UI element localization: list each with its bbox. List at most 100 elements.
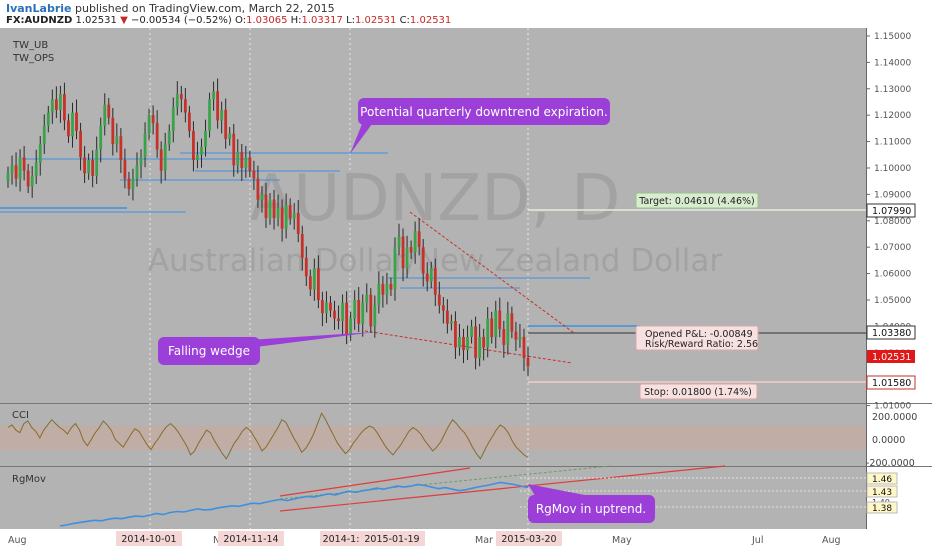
candle-up[interactable] xyxy=(204,131,207,147)
candle-down[interactable] xyxy=(252,170,256,179)
candle-down[interactable] xyxy=(345,302,349,335)
pnl-label[interactable]: Opened P&L: -0.00849 Risk/Reward Ratio: … xyxy=(635,325,759,351)
candle-up[interactable] xyxy=(284,204,288,229)
candle-down[interactable] xyxy=(369,294,373,327)
candle-down[interactable] xyxy=(445,310,449,324)
candle-up[interactable] xyxy=(18,157,22,179)
candle-down[interactable] xyxy=(300,233,304,258)
candle-up[interactable] xyxy=(42,125,46,145)
study-label-cci[interactable]: CCI xyxy=(12,410,29,421)
candle-down[interactable] xyxy=(79,131,82,158)
candle-down[interactable] xyxy=(425,273,429,282)
candle-down[interactable] xyxy=(187,112,191,132)
candle-down[interactable] xyxy=(454,321,457,348)
rgmov-line[interactable] xyxy=(59,481,529,527)
candle-up[interactable] xyxy=(220,109,224,121)
candle-down[interactable] xyxy=(389,284,393,290)
candle-up[interactable] xyxy=(34,162,38,176)
candle-up[interactable] xyxy=(139,157,143,166)
candle-down[interactable] xyxy=(22,157,26,171)
candle-up[interactable] xyxy=(38,144,42,163)
candle-up[interactable] xyxy=(10,165,14,174)
candle-down[interactable] xyxy=(498,310,502,330)
candle-up[interactable] xyxy=(486,318,490,348)
candle-up[interactable] xyxy=(30,175,34,187)
candle-up[interactable] xyxy=(478,336,482,359)
candle-down[interactable] xyxy=(232,133,236,166)
candle-down[interactable] xyxy=(123,160,127,179)
candle-up[interactable] xyxy=(377,284,381,306)
rgmov-channel-upper[interactable] xyxy=(279,467,471,497)
candle-up[interactable] xyxy=(131,178,135,190)
candle-up[interactable] xyxy=(325,302,328,314)
candle-up[interactable] xyxy=(276,207,280,219)
candle-up[interactable] xyxy=(95,149,99,176)
candle-up[interactable] xyxy=(397,236,401,248)
candle-down[interactable] xyxy=(224,109,228,139)
candle-up[interactable] xyxy=(208,99,211,132)
candle-down[interactable] xyxy=(54,99,58,110)
candle-up[interactable] xyxy=(71,112,74,137)
candle-down[interactable] xyxy=(308,276,312,290)
candle-up[interactable] xyxy=(393,247,397,290)
candle-up[interactable] xyxy=(405,247,409,269)
candle-down[interactable] xyxy=(248,157,252,171)
candle-down[interactable] xyxy=(433,268,437,295)
candle-down[interactable] xyxy=(288,204,292,219)
candle-up[interactable] xyxy=(506,313,510,345)
symbol-name[interactable]: FX:AUDNZD xyxy=(6,15,73,26)
callout-rgmov[interactable]: RgMov in uptrend. xyxy=(528,484,655,523)
candle-up[interactable] xyxy=(163,144,167,171)
candle-up[interactable] xyxy=(312,268,316,290)
candle-down[interactable] xyxy=(296,212,300,234)
candle-down[interactable] xyxy=(357,299,361,324)
candle-down[interactable] xyxy=(409,247,413,253)
candle-up[interactable] xyxy=(341,302,344,322)
candle-up[interactable] xyxy=(413,231,417,253)
candle-down[interactable] xyxy=(192,131,195,161)
callout-quarterly[interactable]: Potential quarterly downtrend expiration… xyxy=(350,98,610,154)
candle-down[interactable] xyxy=(462,336,465,351)
study-label-rgmov[interactable]: RgMov xyxy=(12,474,46,485)
candle-down[interactable] xyxy=(502,329,506,345)
candle-down[interactable] xyxy=(240,152,244,168)
candle-down[interactable] xyxy=(75,112,78,132)
candle-down[interactable] xyxy=(272,199,276,219)
candle-down[interactable] xyxy=(421,247,425,274)
candle-up[interactable] xyxy=(147,115,151,134)
rgmov-pane[interactable] xyxy=(0,467,866,529)
candle-down[interactable] xyxy=(151,115,155,124)
candle-up[interactable] xyxy=(59,94,62,110)
candle-down[interactable] xyxy=(401,236,405,269)
candle-down[interactable] xyxy=(91,160,95,176)
candle-up[interactable] xyxy=(429,268,433,282)
candle-down[interactable] xyxy=(526,358,530,366)
candle-up[interactable] xyxy=(494,310,498,337)
candle-down[interactable] xyxy=(441,305,445,311)
candle-down[interactable] xyxy=(159,149,163,171)
candle-down[interactable] xyxy=(107,104,111,118)
candle-up[interactable] xyxy=(6,173,10,182)
candle-up[interactable] xyxy=(349,318,353,335)
candle-down[interactable] xyxy=(321,299,324,314)
candle-up[interactable] xyxy=(518,336,522,340)
chart-canvas[interactable]: AUDNZD, D Australian Dollar/New Zealand … xyxy=(0,28,932,550)
candle-down[interactable] xyxy=(522,336,526,359)
candle-up[interactable] xyxy=(470,326,473,337)
candle-down[interactable] xyxy=(333,310,336,319)
candle-up[interactable] xyxy=(268,199,272,219)
candle-down[interactable] xyxy=(514,331,518,340)
candle-down[interactable] xyxy=(490,318,494,337)
candle-up[interactable] xyxy=(115,136,119,145)
candle-up[interactable] xyxy=(175,94,179,108)
candle-down[interactable] xyxy=(67,120,70,137)
candle-up[interactable] xyxy=(196,154,199,161)
wedge-upper-line[interactable] xyxy=(409,211,575,334)
rgmov-channel-lower[interactable] xyxy=(279,465,726,512)
candle-down[interactable] xyxy=(183,99,187,113)
candle-down[interactable] xyxy=(474,326,477,359)
study-label-ub[interactable]: TW_UB xyxy=(12,40,48,51)
candle-down[interactable] xyxy=(264,194,268,219)
candle-up[interactable] xyxy=(167,131,171,145)
candle-down[interactable] xyxy=(63,94,66,121)
